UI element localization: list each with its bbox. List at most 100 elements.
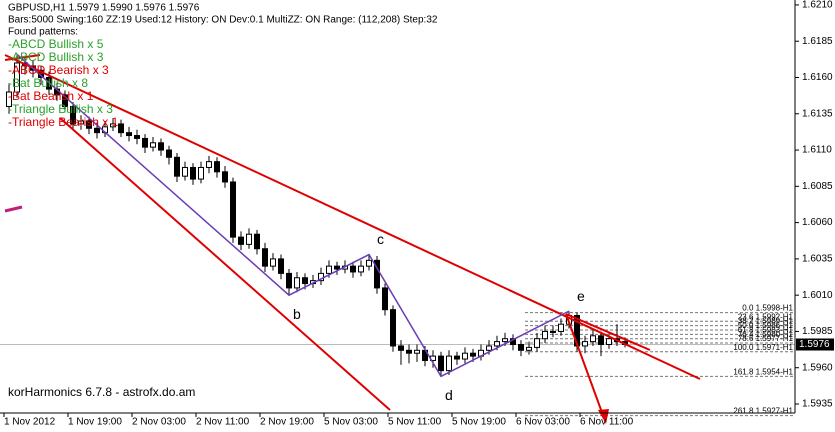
candle-body	[230, 181, 236, 238]
x-tick-label: 2 Nov 03:00	[132, 417, 186, 428]
y-tick-label: 1.5960	[802, 362, 833, 373]
zigzag	[16, 53, 570, 378]
candle-body	[502, 338, 508, 343]
header-line: Found patterns:	[8, 27, 78, 38]
x-tick-label: 2 Nov 11:00	[196, 417, 250, 428]
candle-body	[14, 62, 20, 93]
candle-body	[390, 309, 396, 347]
candle-body	[582, 341, 588, 347]
candle-body	[470, 352, 476, 357]
candle-body	[110, 123, 116, 128]
candle-body	[518, 344, 524, 351]
candle-body	[350, 265, 356, 273]
marker	[4, 205, 23, 213]
candle-body	[286, 272, 292, 289]
x-tick-label: 1 Nov 19:00	[68, 417, 122, 428]
candle-body	[158, 142, 164, 151]
fib-label: 0.0 1.5998-H1	[742, 304, 793, 313]
candle-body	[86, 120, 92, 129]
y-tick-label: 1.6185	[802, 36, 833, 47]
price-box-label: 1.5976	[799, 339, 830, 350]
y-tick-label: 1.5985	[802, 326, 833, 337]
candle-body	[598, 335, 604, 346]
candle-body	[446, 355, 452, 372]
candle-body	[334, 265, 340, 270]
candle-body	[262, 248, 268, 267]
fib-label: 76.4 1.5980-H1	[738, 330, 794, 339]
candle-body	[326, 265, 332, 274]
trend-line	[4, 54, 701, 380]
fib-label: 261.8 1.5927-H1	[733, 407, 793, 416]
y-tick-label: 1.6035	[802, 254, 833, 265]
candle-body	[254, 233, 260, 250]
y-tick-label: 1.6160	[802, 72, 833, 83]
candle-body	[486, 345, 492, 351]
candle-body	[406, 349, 412, 354]
y-tick-label: 1.6210	[802, 0, 833, 11]
candle-body	[438, 355, 444, 372]
candle-body	[190, 166, 196, 180]
candle-body	[358, 265, 364, 273]
y-tick-label: 1.6110	[802, 145, 832, 156]
pattern: -ABCD Bearish x 3	[8, 63, 109, 77]
pattern: -Triangle Bearish x 1	[8, 115, 119, 129]
candle-body	[134, 135, 140, 139]
candle-body	[398, 345, 404, 351]
y-tick-label: 1.6060	[802, 217, 833, 228]
candle-body	[590, 335, 596, 343]
x-tick-label: 5 Nov 11:00	[388, 417, 442, 428]
wave-label: d	[445, 387, 453, 403]
footer: korHarmonics 6.7.8 - astrofx.do.am	[8, 385, 195, 399]
candle-body	[382, 287, 388, 311]
y-tick-label: 1.5935	[802, 399, 833, 410]
candle-body	[606, 338, 612, 346]
candle-body	[454, 355, 460, 360]
pattern: -Bat Bearish x 1	[8, 89, 94, 103]
fib-label: 38.2 1.5989-H1	[738, 317, 794, 326]
fib-label: 100.0 1.5971-H1	[733, 343, 793, 352]
candle-body	[278, 258, 284, 274]
pattern: -ABCD Bullish x 5	[8, 37, 104, 51]
candle-body	[198, 166, 204, 180]
candle-body	[238, 236, 244, 245]
header-line: GBPUSD,H1 1.5979 1.5990 1.5976 1.5976	[8, 3, 200, 14]
x-tick-label: 1 Nov 2012	[4, 417, 56, 428]
candle-body	[78, 120, 84, 125]
candle-body	[166, 149, 172, 158]
candle-body	[462, 352, 468, 360]
x-tick-label: 5 Nov 19:00	[452, 417, 506, 428]
pattern: -Triangle Bullish x 3	[8, 102, 113, 116]
candle-body	[62, 94, 68, 108]
candle-body	[374, 259, 380, 289]
candle-body	[222, 171, 228, 183]
wave-label: b	[293, 306, 301, 322]
candle-body	[558, 323, 564, 332]
header-line: Bars:5000 Swing:160 ZZ:19 Used:12 Histor…	[8, 15, 438, 26]
y-tick-label: 1.6010	[802, 290, 833, 301]
candle-body	[126, 132, 132, 137]
candle-body	[542, 330, 548, 340]
pattern: -ABCD Bullish x 3	[8, 50, 104, 64]
candle-body	[494, 341, 500, 347]
candle-body	[94, 127, 100, 134]
candle-body	[550, 330, 556, 333]
candle-body	[270, 258, 276, 267]
candle-body	[206, 161, 212, 168]
candle-body	[246, 233, 252, 245]
fib-label: 23.6 1.5992-H1	[738, 312, 794, 321]
candle-body	[526, 346, 532, 351]
fib-label: 78.6 1.5977-H1	[738, 334, 794, 343]
fib-label: 50.0 1.5986-H1	[738, 321, 794, 330]
candle-body	[214, 161, 220, 173]
x-tick-label: 2 Nov 19:00	[260, 417, 314, 428]
pattern: -Bat Bullish x 8	[8, 76, 88, 90]
trend-line	[59, 117, 391, 411]
candle-body	[174, 156, 180, 177]
y-tick-label: 1.6135	[802, 108, 833, 119]
price-box	[796, 338, 834, 351]
trend-line	[4, 54, 41, 61]
candle-body	[302, 277, 308, 285]
candle-body	[150, 142, 156, 148]
